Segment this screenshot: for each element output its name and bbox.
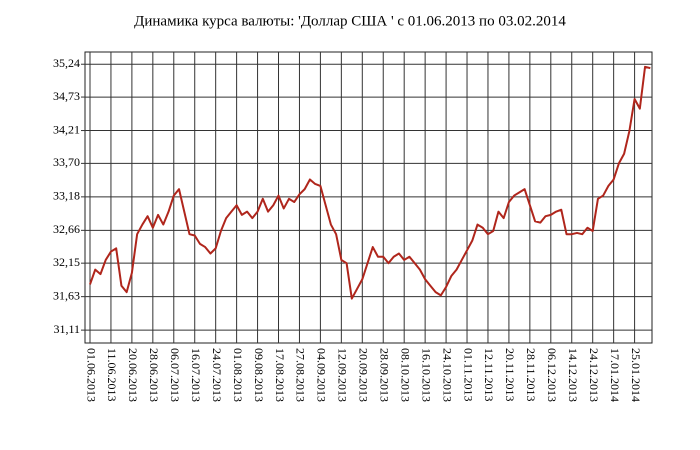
x-tick-label: 14.12.2013 (566, 348, 580, 402)
x-tick-label: 12.11.2013 (482, 348, 496, 402)
x-tick-label: 28.06.2013 (147, 348, 161, 402)
x-tick-label: 09.08.2013 (252, 348, 266, 402)
x-tick-label: 20.11.2013 (503, 348, 517, 402)
plot-frame (84, 51, 653, 344)
x-tick-label: 01.08.2013 (231, 348, 245, 402)
y-tick-label: 33,70 (53, 155, 80, 169)
x-tick-label: 27.08.2013 (294, 348, 308, 402)
x-tick-label: 08.10.2013 (398, 348, 412, 402)
x-tick-label: 06.07.2013 (168, 348, 182, 402)
x-tick-label: 06.12.2013 (545, 348, 559, 402)
x-tick-label: 28.11.2013 (524, 348, 538, 402)
x-tick-label: 17.01.2014 (608, 348, 622, 402)
y-tick-label: 31,11 (53, 322, 80, 336)
y-tick-label: 31,63 (53, 288, 80, 302)
x-tick-label: 20.06.2013 (126, 348, 140, 402)
y-tick-label: 32,66 (53, 222, 80, 236)
x-tick-label: 12.09.2013 (336, 348, 350, 402)
x-tick-label: 25.01.2014 (629, 348, 643, 402)
x-tick-label: 17.08.2013 (273, 348, 287, 402)
x-tick-label: 24.12.2013 (587, 348, 601, 402)
x-tick-label: 01.06.2013 (84, 348, 98, 402)
data-line (89, 65, 651, 300)
y-tick-label: 35,24 (53, 56, 80, 70)
x-tick-label: 20.09.2013 (357, 348, 371, 402)
x-tick-label: 04.09.2013 (315, 348, 329, 402)
y-tick-label: 34,73 (53, 89, 80, 103)
x-tick-label: 16.10.2013 (419, 348, 433, 402)
x-tick-label: 24.07.2013 (210, 348, 224, 402)
x-tick-label: 16.07.2013 (189, 348, 203, 402)
x-tick-label: 11.06.2013 (105, 348, 119, 402)
y-tick-label: 34,21 (53, 122, 80, 136)
x-tick-label: 01.11.2013 (461, 348, 475, 402)
x-tick-label: 24.10.2013 (440, 348, 454, 402)
y-tick-label: 32,15 (53, 255, 80, 269)
x-tick-label: 28.09.2013 (377, 348, 391, 402)
chart-title: Динамика курса валюты: 'Доллар США ' с 0… (134, 13, 566, 29)
y-tick-label: 33,18 (53, 189, 80, 203)
